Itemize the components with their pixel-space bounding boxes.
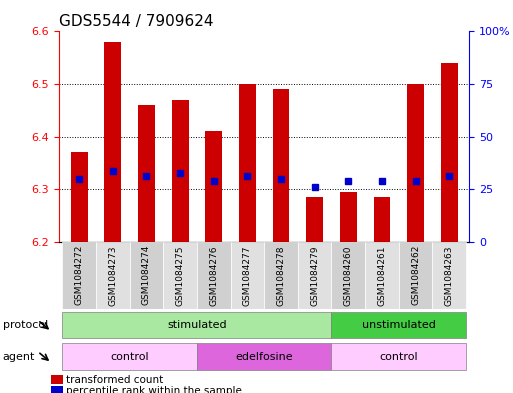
Text: GSM1084260: GSM1084260	[344, 245, 353, 305]
Bar	[298, 242, 331, 309]
Bar	[306, 197, 323, 242]
Text: stimulated: stimulated	[167, 320, 227, 330]
Bar	[205, 131, 222, 242]
Bar	[63, 343, 197, 370]
Bar	[399, 242, 432, 309]
Text: edelfosine: edelfosine	[235, 352, 293, 362]
Text: GSM1084279: GSM1084279	[310, 245, 319, 305]
Bar	[130, 242, 163, 309]
Bar	[51, 375, 63, 384]
Text: GSM1084262: GSM1084262	[411, 245, 420, 305]
Bar	[264, 242, 298, 309]
Bar	[407, 84, 424, 242]
Bar	[239, 84, 256, 242]
Bar	[365, 242, 399, 309]
Bar	[197, 343, 331, 370]
Text: GSM1084276: GSM1084276	[209, 245, 218, 305]
Text: GSM1084261: GSM1084261	[378, 245, 386, 305]
Text: GSM1084277: GSM1084277	[243, 245, 252, 305]
Bar	[272, 89, 289, 242]
Bar	[96, 242, 130, 309]
Bar	[163, 242, 197, 309]
Text: GSM1084278: GSM1084278	[277, 245, 286, 305]
Text: unstimulated: unstimulated	[362, 320, 436, 330]
Text: GSM1084272: GSM1084272	[75, 245, 84, 305]
Bar	[441, 63, 458, 242]
Bar	[71, 152, 88, 242]
Bar	[197, 242, 230, 309]
Bar	[373, 197, 390, 242]
Bar	[51, 386, 63, 393]
Bar	[138, 105, 155, 242]
Bar	[63, 242, 96, 309]
Bar	[105, 42, 121, 242]
Text: control: control	[380, 352, 418, 362]
Text: GSM1084273: GSM1084273	[108, 245, 117, 305]
Bar	[432, 242, 466, 309]
Bar	[340, 192, 357, 242]
Text: percentile rank within the sample: percentile rank within the sample	[66, 386, 242, 393]
Bar	[172, 100, 188, 242]
Text: transformed count: transformed count	[66, 375, 163, 385]
Text: GSM1084274: GSM1084274	[142, 245, 151, 305]
Text: protocol: protocol	[3, 320, 48, 331]
Bar	[331, 312, 466, 338]
Text: control: control	[110, 352, 149, 362]
Bar	[230, 242, 264, 309]
Text: GDS5544 / 7909624: GDS5544 / 7909624	[59, 14, 213, 29]
Text: GSM1084275: GSM1084275	[175, 245, 185, 305]
Bar	[331, 343, 466, 370]
Text: GSM1084263: GSM1084263	[445, 245, 453, 305]
Text: agent: agent	[3, 352, 35, 362]
Bar	[331, 242, 365, 309]
Bar	[63, 312, 331, 338]
